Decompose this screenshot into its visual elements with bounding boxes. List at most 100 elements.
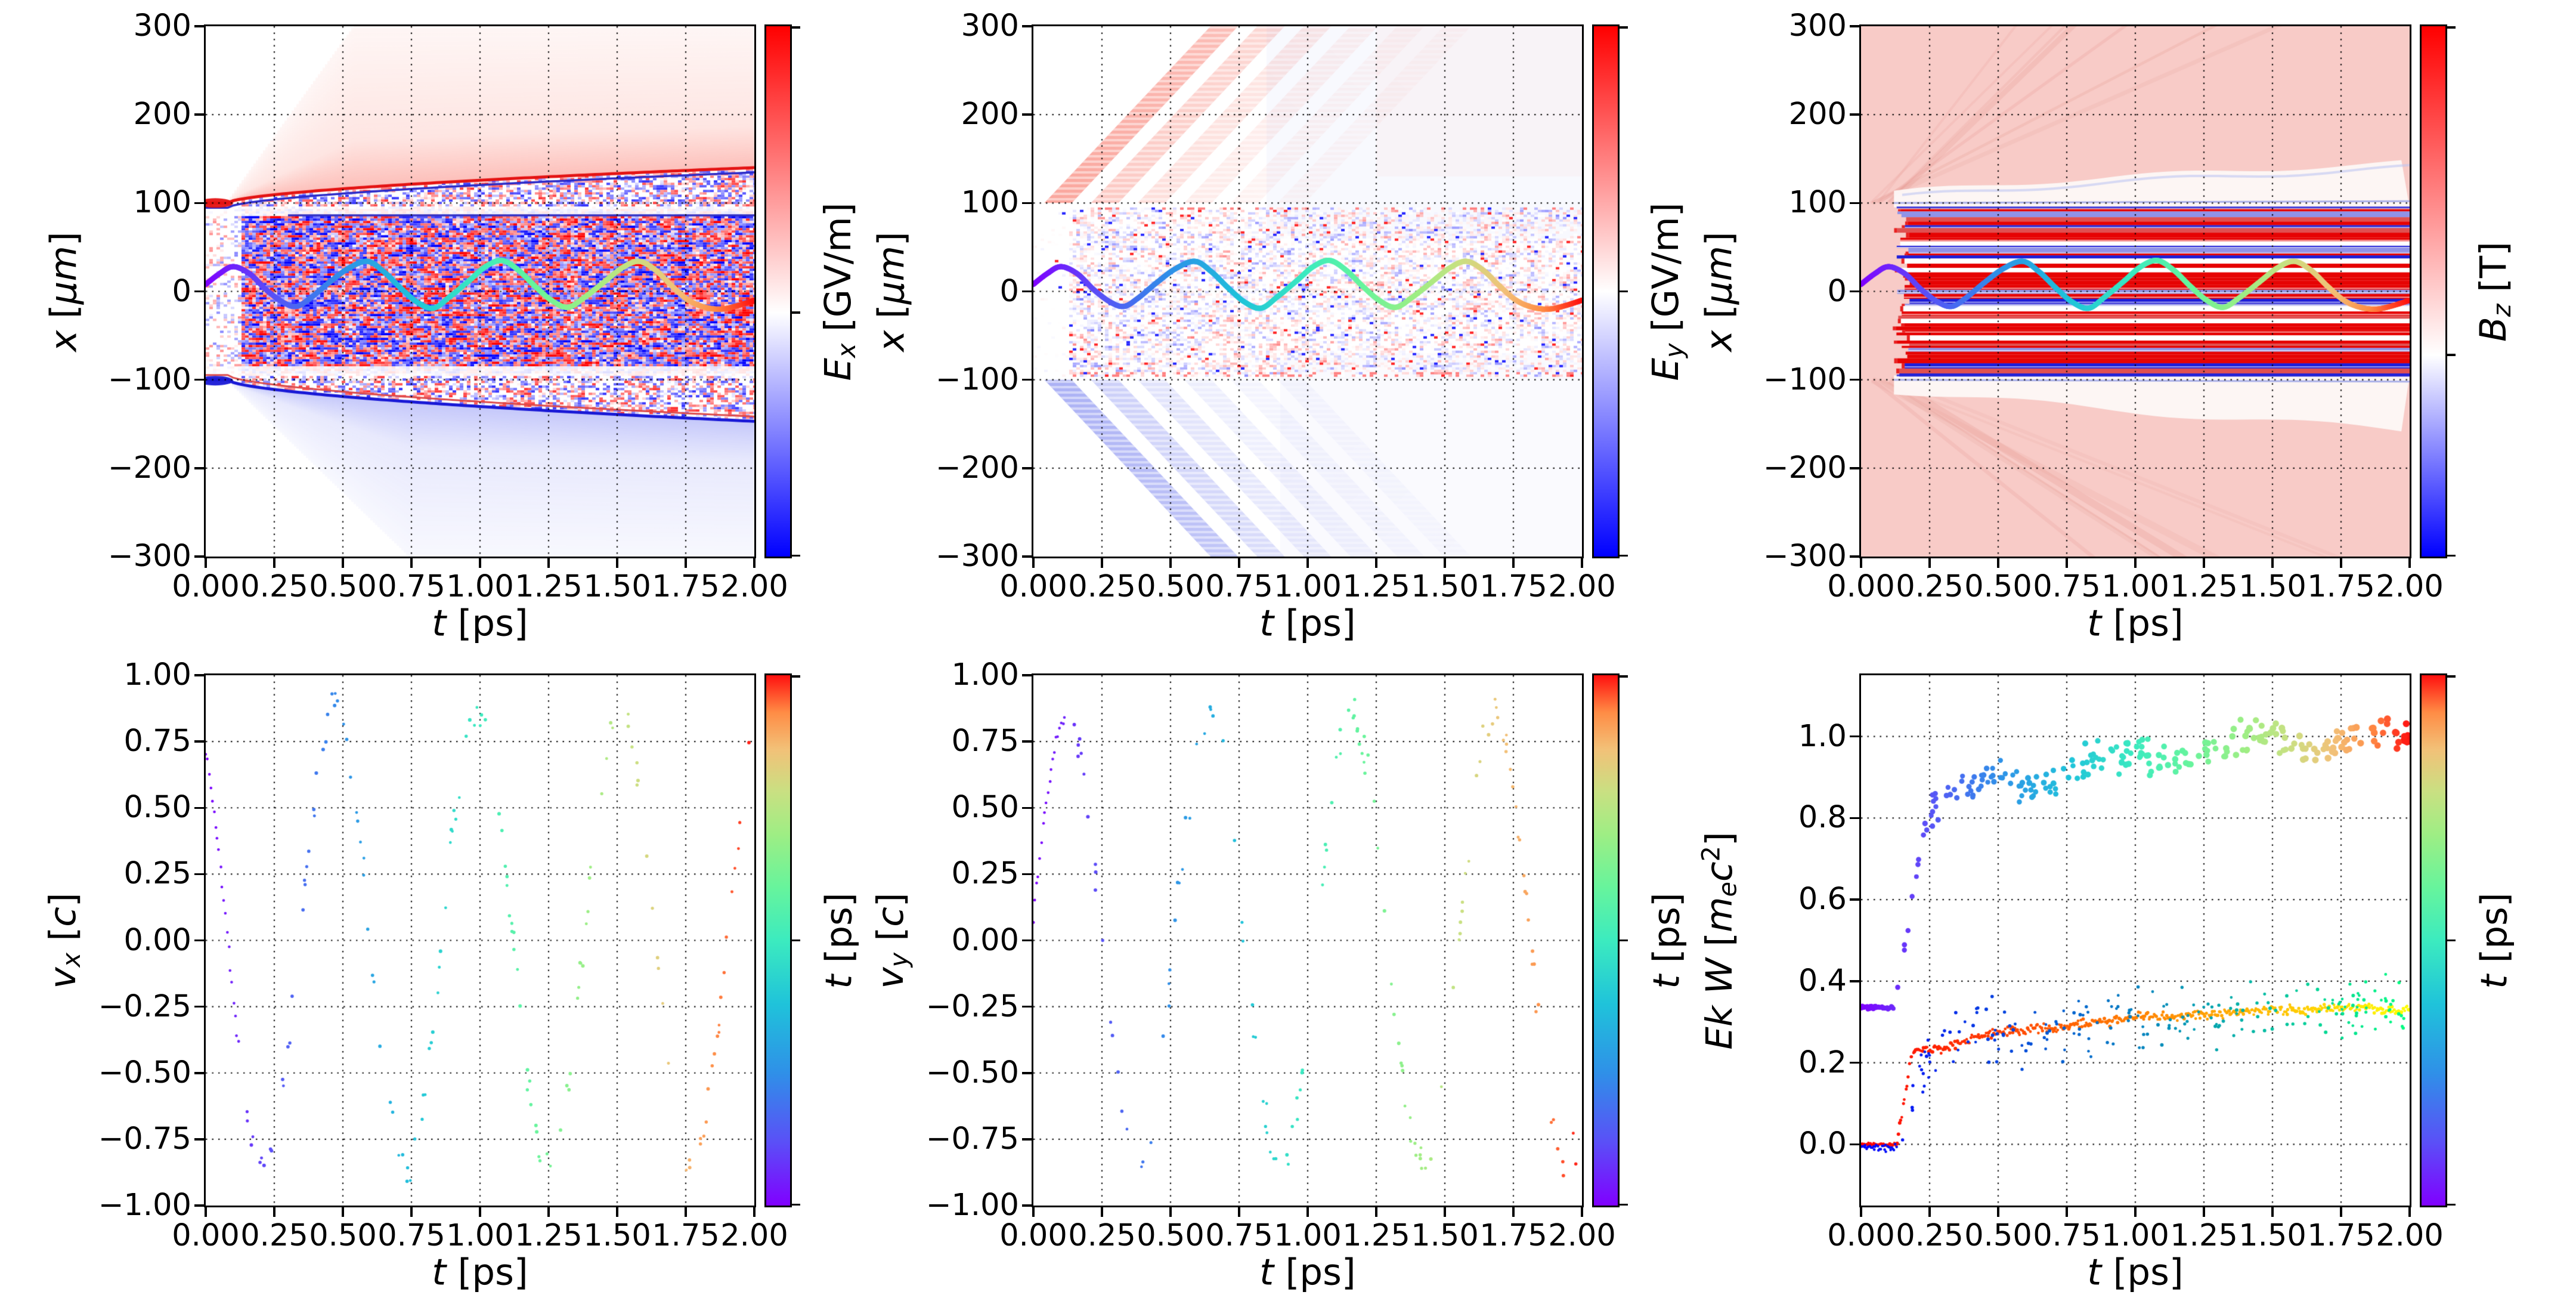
x-tick	[1101, 1207, 1103, 1217]
y-tick-label: 300	[961, 8, 1019, 44]
x-tick-label: 0.50	[1137, 569, 1205, 604]
x-tick	[616, 558, 618, 568]
ekw-scatter-canvas	[1861, 675, 2410, 1206]
x-tick-label: 0.25	[1896, 1218, 1964, 1253]
x-tick-label: 1.00	[2101, 1218, 2169, 1253]
x-tick-label: 1.50	[583, 569, 651, 604]
colorbar-tick	[2447, 554, 2456, 557]
y-tick-label: −300	[935, 539, 1019, 574]
y-tick-label: 100	[1788, 185, 1847, 221]
x-tick-label: 1.25	[1342, 569, 1410, 604]
x-tick	[1032, 558, 1035, 568]
x-tick-label: 2.00	[720, 569, 788, 604]
y-tick	[1850, 555, 1859, 558]
y-tick	[1850, 378, 1859, 381]
bz-heatmap-canvas	[1861, 26, 2410, 557]
y-tick	[194, 25, 204, 27]
y-tick	[194, 873, 204, 876]
x-tick-label: 2.00	[720, 1218, 788, 1253]
x-tick-label: 1.25	[2170, 569, 2238, 604]
colorbar-tick	[1620, 26, 1628, 29]
x-tick	[205, 558, 207, 568]
x-tick	[479, 1207, 481, 1217]
y-tick	[194, 1072, 204, 1074]
x-tick-label: 1.75	[1479, 569, 1547, 604]
y-tick	[1850, 1061, 1859, 1064]
x-tick-label: 1.25	[2170, 1218, 2238, 1253]
colorbar-tick	[1620, 675, 1628, 678]
x-tick-label: 0.25	[240, 569, 308, 604]
y-tick-label: 0.8	[1798, 800, 1847, 836]
x-tick	[273, 558, 275, 568]
y-tick-label: −1.00	[925, 1188, 1019, 1223]
y-tick-label: 1.00	[123, 657, 191, 693]
colorbar	[2420, 673, 2447, 1207]
colorbar-tick	[2447, 354, 2456, 356]
x-tick	[685, 1207, 687, 1217]
x-tick	[616, 1207, 618, 1217]
x-tick	[1238, 1207, 1240, 1217]
y-tick-label: −0.50	[925, 1055, 1019, 1090]
colorbar-gradient	[1594, 675, 1618, 1206]
y-tick	[1850, 290, 1859, 293]
x-tick	[1444, 558, 1446, 568]
x-tick-label: 1.75	[652, 1218, 720, 1253]
y-tick	[1850, 202, 1859, 205]
y-tick	[194, 1204, 204, 1207]
x-tick	[1375, 558, 1377, 568]
y-tick	[1850, 898, 1859, 901]
plot-frame	[1032, 673, 1584, 1207]
x-tick	[479, 558, 481, 568]
y-tick	[1850, 817, 1859, 820]
x-tick	[1581, 1207, 1583, 1217]
ex-heatmap-canvas	[206, 26, 754, 557]
colorbar-tick	[1620, 939, 1628, 942]
x-tick	[2203, 558, 2205, 568]
x-tick-label: 1.75	[2307, 1218, 2375, 1253]
y-tick-label: −100	[107, 361, 191, 397]
colorbar-tick	[792, 675, 800, 678]
x-tick	[2203, 1207, 2205, 1217]
y-tick-label: 0	[999, 273, 1019, 309]
x-tick	[2271, 558, 2274, 568]
y-tick-label: −100	[935, 361, 1019, 397]
x-tick-label: 2.00	[2376, 1218, 2444, 1253]
x-tick	[1169, 558, 1172, 568]
x-tick-label: 0.25	[1896, 569, 1964, 604]
x-tick	[1306, 1207, 1309, 1217]
x-tick	[2066, 558, 2068, 568]
x-tick-label: 0.50	[1964, 569, 2032, 604]
colorbar	[2420, 24, 2447, 558]
y-tick	[1022, 202, 1032, 205]
x-tick	[1375, 1207, 1377, 1217]
plot-frame	[204, 24, 756, 558]
x-tick	[753, 1207, 756, 1217]
x-tick	[1101, 558, 1103, 568]
x-tick-label: 1.25	[515, 569, 583, 604]
x-tick-label: 0.75	[1205, 569, 1273, 604]
y-tick	[1022, 290, 1032, 293]
x-tick	[1444, 1207, 1446, 1217]
y-tick-label: 100	[133, 185, 191, 221]
x-tick	[2134, 558, 2137, 568]
y-tick	[1022, 740, 1032, 743]
y-tick	[194, 806, 204, 809]
y-tick	[1022, 873, 1032, 876]
x-tick	[2134, 1207, 2137, 1217]
x-tick	[1238, 558, 1240, 568]
x-tick	[342, 1207, 344, 1217]
x-tick	[1860, 1207, 1862, 1217]
y-tick-label: 0	[172, 273, 191, 309]
colorbar-gradient	[766, 26, 790, 557]
y-tick	[1850, 113, 1859, 116]
x-tick-label: 0.75	[377, 569, 445, 604]
x-tick-label: 1.50	[1411, 1218, 1479, 1253]
vx-scatter-canvas	[206, 675, 754, 1206]
x-tick-label: 1.00	[1274, 1218, 1342, 1253]
y-tick-label: −200	[107, 450, 191, 486]
x-tick	[1928, 558, 1931, 568]
y-tick	[194, 290, 204, 293]
